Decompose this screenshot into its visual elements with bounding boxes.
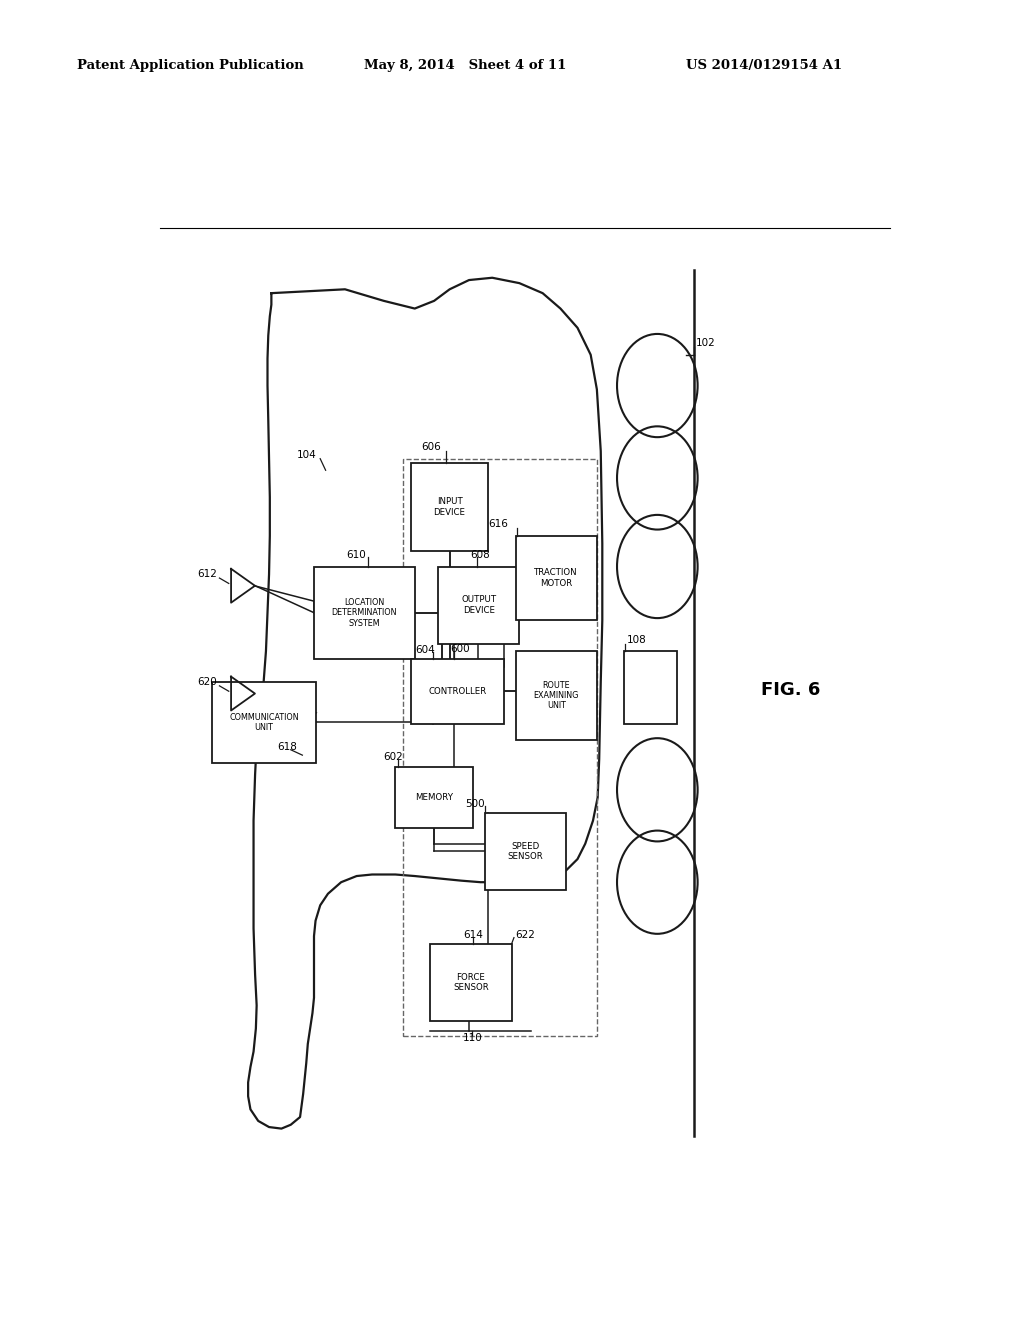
Text: MEMORY: MEMORY (415, 793, 454, 803)
Text: OUTPUT
DEVICE: OUTPUT DEVICE (461, 595, 497, 615)
Text: 102: 102 (696, 338, 716, 348)
FancyBboxPatch shape (395, 767, 473, 829)
FancyBboxPatch shape (438, 566, 519, 644)
Text: CONTROLLER: CONTROLLER (428, 688, 486, 696)
Text: ROUTE
EXAMINING
UNIT: ROUTE EXAMINING UNIT (534, 681, 579, 710)
Text: 600: 600 (451, 644, 470, 653)
Text: FIG. 6: FIG. 6 (761, 681, 820, 698)
Text: 622: 622 (515, 929, 536, 940)
Text: 610: 610 (346, 550, 367, 560)
Text: 620: 620 (198, 677, 217, 686)
Text: TRACTION
MOTOR: TRACTION MOTOR (535, 569, 578, 587)
Polygon shape (248, 277, 602, 1129)
FancyBboxPatch shape (430, 944, 512, 1020)
Text: SPEED
SENSOR: SPEED SENSOR (507, 842, 543, 861)
Text: LOCATION
DETERMINATION
SYSTEM: LOCATION DETERMINATION SYSTEM (332, 598, 397, 627)
Text: 604: 604 (415, 644, 434, 655)
Text: May 8, 2014   Sheet 4 of 11: May 8, 2014 Sheet 4 of 11 (364, 59, 566, 73)
FancyBboxPatch shape (212, 682, 316, 763)
FancyBboxPatch shape (484, 813, 566, 890)
Text: INPUT
DEVICE: INPUT DEVICE (433, 498, 466, 516)
Text: 616: 616 (488, 519, 508, 529)
FancyBboxPatch shape (624, 651, 677, 725)
Text: 612: 612 (198, 569, 218, 579)
FancyBboxPatch shape (314, 566, 415, 659)
FancyBboxPatch shape (411, 462, 488, 552)
Text: 618: 618 (278, 742, 297, 752)
Text: 606: 606 (421, 442, 440, 453)
Text: 104: 104 (297, 450, 316, 459)
Text: COMMUNICATION
UNIT: COMMUNICATION UNIT (229, 713, 299, 733)
FancyBboxPatch shape (515, 651, 597, 739)
Text: 614: 614 (463, 929, 482, 940)
Text: Patent Application Publication: Patent Application Publication (77, 59, 303, 73)
Text: US 2014/0129154 A1: US 2014/0129154 A1 (686, 59, 842, 73)
Text: 108: 108 (627, 635, 647, 644)
FancyBboxPatch shape (515, 536, 597, 620)
Text: FORCE
SENSOR: FORCE SENSOR (453, 973, 488, 993)
Text: 602: 602 (384, 752, 403, 763)
Text: 608: 608 (471, 550, 490, 560)
FancyBboxPatch shape (411, 659, 504, 725)
Text: 500: 500 (465, 799, 484, 809)
Text: 110: 110 (463, 1032, 482, 1043)
